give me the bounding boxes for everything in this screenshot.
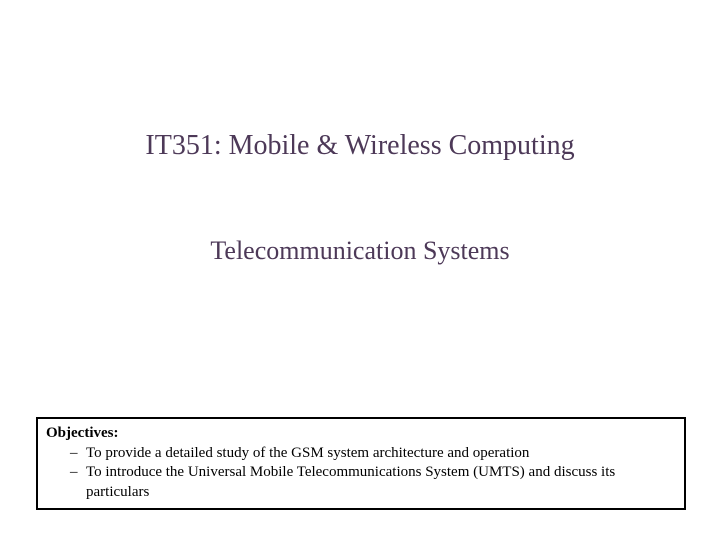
objectives-heading: Objectives: <box>46 424 676 444</box>
list-item: To introduce the Universal Mobile Teleco… <box>74 463 676 502</box>
course-title: IT351: Mobile & Wireless Computing <box>0 130 720 162</box>
objectives-list: To provide a detailed study of the GSM s… <box>46 444 676 503</box>
list-item: To provide a detailed study of the GSM s… <box>74 444 676 464</box>
page-subtitle: Telecommunication Systems <box>0 236 720 266</box>
objectives-box: Objectives: To provide a detailed study … <box>36 417 686 510</box>
